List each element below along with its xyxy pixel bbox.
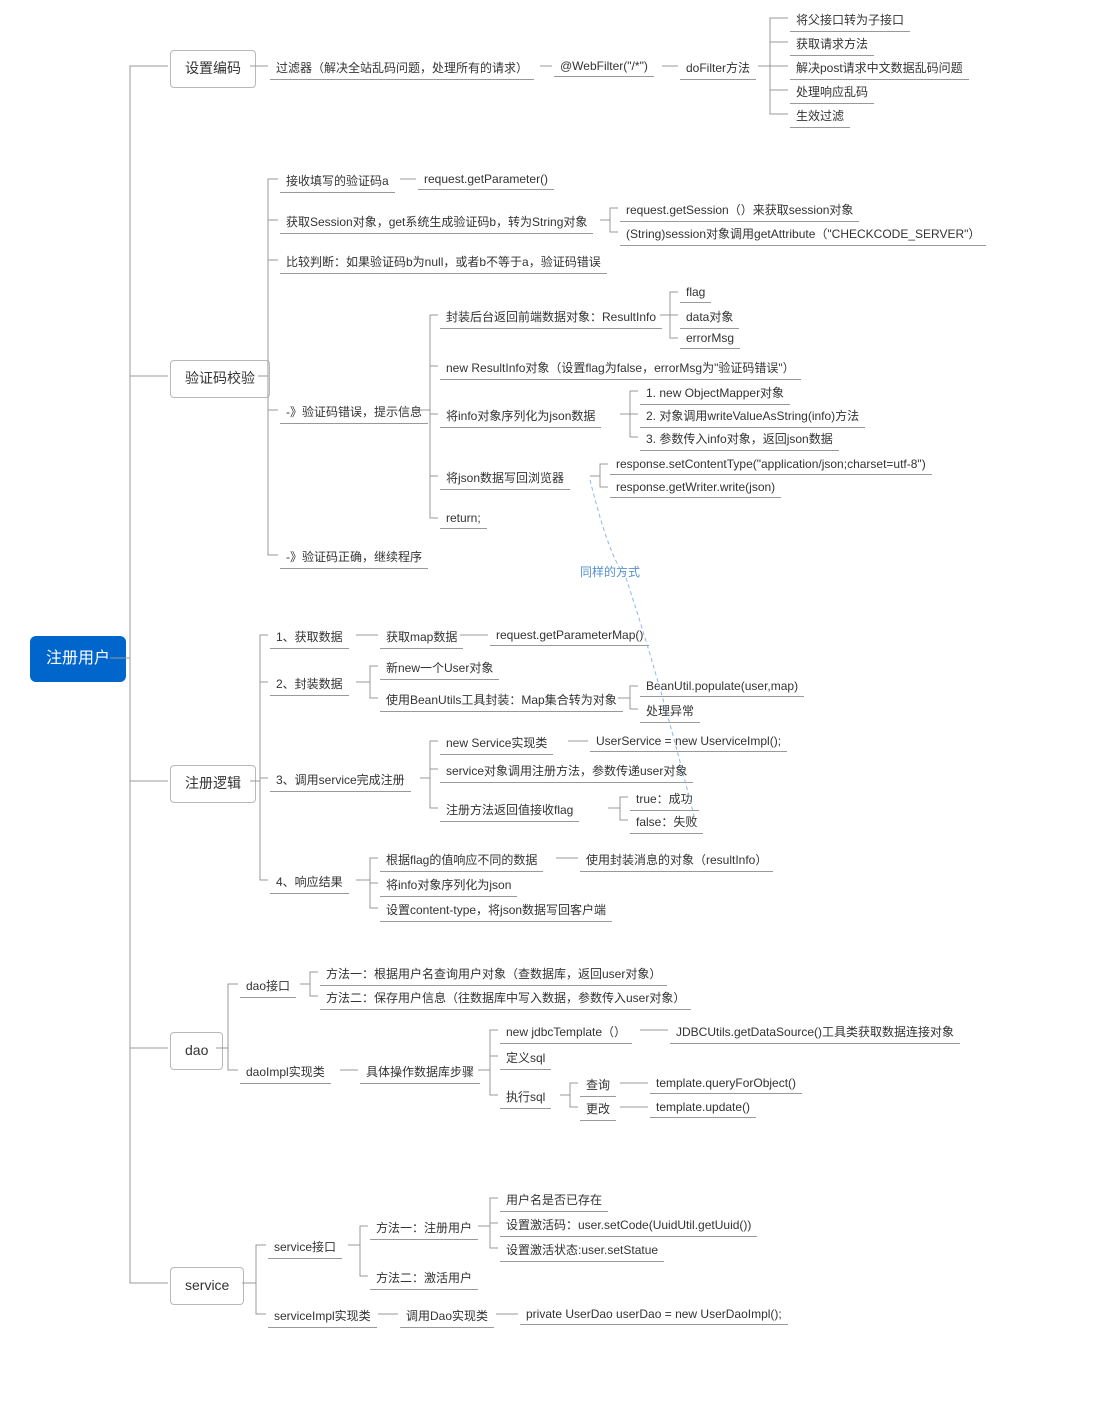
txt-c1: 1、获取数据 (270, 625, 349, 649)
txt-b4a1-0: flag (680, 282, 711, 303)
lv1-register-logic: 注册逻辑 (170, 765, 256, 803)
txt-d2: daoImpl实现类 (240, 1060, 331, 1084)
txt-b4c1-1: 2. 对象调用writeValueAsString(info)方法 (640, 404, 865, 428)
txt-b2: 获取Session对象，get系统生成验证码b，转为String对象 (280, 210, 593, 234)
txt-e1a1-2: 设置激活状态:user.setStatue (500, 1238, 664, 1262)
txt-e2a: 调用Dao实现类 (400, 1304, 494, 1328)
txt-c4: 4、响应结果 (270, 870, 349, 894)
txt-d2a3b: 更改 (580, 1097, 616, 1121)
txt-b4d: 将json数据写回浏览器 (440, 466, 570, 490)
txt-d2a2: 定义sql (500, 1046, 551, 1070)
txt-e1a1-1: 设置激活码：user.setCode(UuidUtil.getUuid()) (500, 1213, 757, 1237)
lv1-dao: dao (170, 1032, 223, 1070)
txt-c3c: 注册方法返回值接收flag (440, 798, 579, 822)
txt-c1b: request.getParameterMap() (490, 625, 649, 646)
txt-a4-0: 将父接口转为子接口 (790, 8, 910, 32)
txt-c2b: 使用BeanUtils工具封装：Map集合转为对象 (380, 688, 623, 712)
lv1-service: service (170, 1267, 244, 1305)
txt-b4a1-2: errorMsg (680, 328, 740, 349)
txt-c3c1: true：成功 (630, 787, 699, 811)
txt-a4-1: 获取请求方法 (790, 32, 874, 56)
txt-b4a: 封装后台返回前端数据对象：ResultInfo (440, 305, 662, 329)
txt-c3b: service对象调用注册方法，参数传递user对象 (440, 759, 693, 783)
txt-d2a3b1: template.update() (650, 1097, 756, 1118)
txt-d2a1a: JDBCUtils.getDataSource()工具类获取数据连接对象 (670, 1020, 960, 1044)
txt-c2a: 新new一个User对象 (380, 656, 499, 680)
txt-c4b: 将info对象序列化为json (380, 873, 517, 897)
txt-e1a: 方法一：注册用户 (370, 1216, 478, 1240)
txt-b4b: new ResultInfo对象（设置flag为false，errorMsg为"… (440, 356, 801, 380)
txt-c3: 3、调用service完成注册 (270, 768, 411, 792)
txt-b4d1-1: response.getWriter.write(json) (610, 477, 781, 498)
txt-d1b: 方法二：保存用户信息（往数据库中写入数据，参数传入user对象） (320, 986, 691, 1010)
txt-b4c1-2: 3. 参数传入info对象，返回json数据 (640, 427, 839, 451)
txt-d2a3: 执行sql (500, 1085, 551, 1109)
txt-b2a: request.getSession（）来获取session对象 (620, 198, 859, 222)
txt-b4a1-1: data对象 (680, 305, 739, 329)
txt-e1: service接口 (268, 1235, 342, 1259)
txt-c3c2: false：失败 (630, 810, 703, 834)
txt-e1a1-0: 用户名是否已存在 (500, 1188, 608, 1212)
txt-c3a1: UserService = new UserviceImpl(); (590, 731, 787, 752)
txt-b4e: return; (440, 508, 487, 529)
txt-a1: 过滤器（解决全站乱码问题，处理所有的请求） (270, 56, 534, 80)
txt-b1a: request.getParameter() (418, 169, 554, 190)
txt-e2b: private UserDao userDao = new UserDaoImp… (520, 1304, 788, 1325)
annotation-same: 同样的方式 (580, 563, 640, 580)
txt-a2: @WebFilter("/*") (554, 56, 654, 77)
lv1-captcha: 验证码校验 (170, 360, 270, 398)
txt-d1: dao接口 (240, 974, 296, 998)
txt-e1b: 方法二：激活用户 (370, 1266, 478, 1290)
txt-b4c1-0: 1. new ObjectMapper对象 (640, 381, 790, 405)
txt-c4a: 根据flag的值响应不同的数据 (380, 848, 543, 872)
txt-b2b: (String)session对象调用getAttribute（"CHECKCO… (620, 222, 986, 246)
txt-e2: serviceImpl实现类 (268, 1304, 377, 1328)
txt-d1a: 方法一：根据用户名查询用户对象（查数据库，返回user对象） (320, 962, 667, 986)
txt-d2a: 具体操作数据库步骤 (360, 1060, 480, 1084)
txt-b4c: 将info对象序列化为json数据 (440, 404, 601, 428)
lv1-encoding: 设置编码 (170, 50, 256, 88)
txt-a3: doFilter方法 (680, 56, 756, 80)
txt-c4c: 设置content-type，将json数据写回客户端 (380, 898, 612, 922)
txt-c1a: 获取map数据 (380, 625, 463, 649)
txt-b5: -》验证码正确，继续程序 (280, 545, 428, 569)
txt-a4-4: 生效过滤 (790, 104, 850, 128)
txt-b4: -》验证码错误，提示信息 (280, 400, 428, 424)
txt-c2b1: BeanUtil.populate(user,map) (640, 676, 804, 697)
txt-c2: 2、封装数据 (270, 672, 349, 696)
txt-b1: 接收填写的验证码a (280, 169, 395, 193)
txt-a4-3: 处理响应乱码 (790, 80, 874, 104)
txt-d2a1: new jdbcTemplate（） (500, 1020, 632, 1044)
root-node: 注册用户 (30, 636, 126, 682)
txt-c4a1: 使用封装消息的对象（resultInfo） (580, 848, 773, 872)
txt-d2a3a: 查询 (580, 1073, 616, 1097)
txt-b3: 比较判断：如果验证码b为null，或者b不等于a，验证码错误 (280, 250, 607, 274)
txt-d2a3a1: template.queryForObject() (650, 1073, 802, 1094)
txt-a4-2: 解决post请求中文数据乱码问题 (790, 56, 969, 80)
txt-c2b2: 处理异常 (640, 699, 700, 723)
txt-b4d1-0: response.setContentType("application/jso… (610, 454, 932, 475)
txt-c3a: new Service实现类 (440, 731, 553, 755)
